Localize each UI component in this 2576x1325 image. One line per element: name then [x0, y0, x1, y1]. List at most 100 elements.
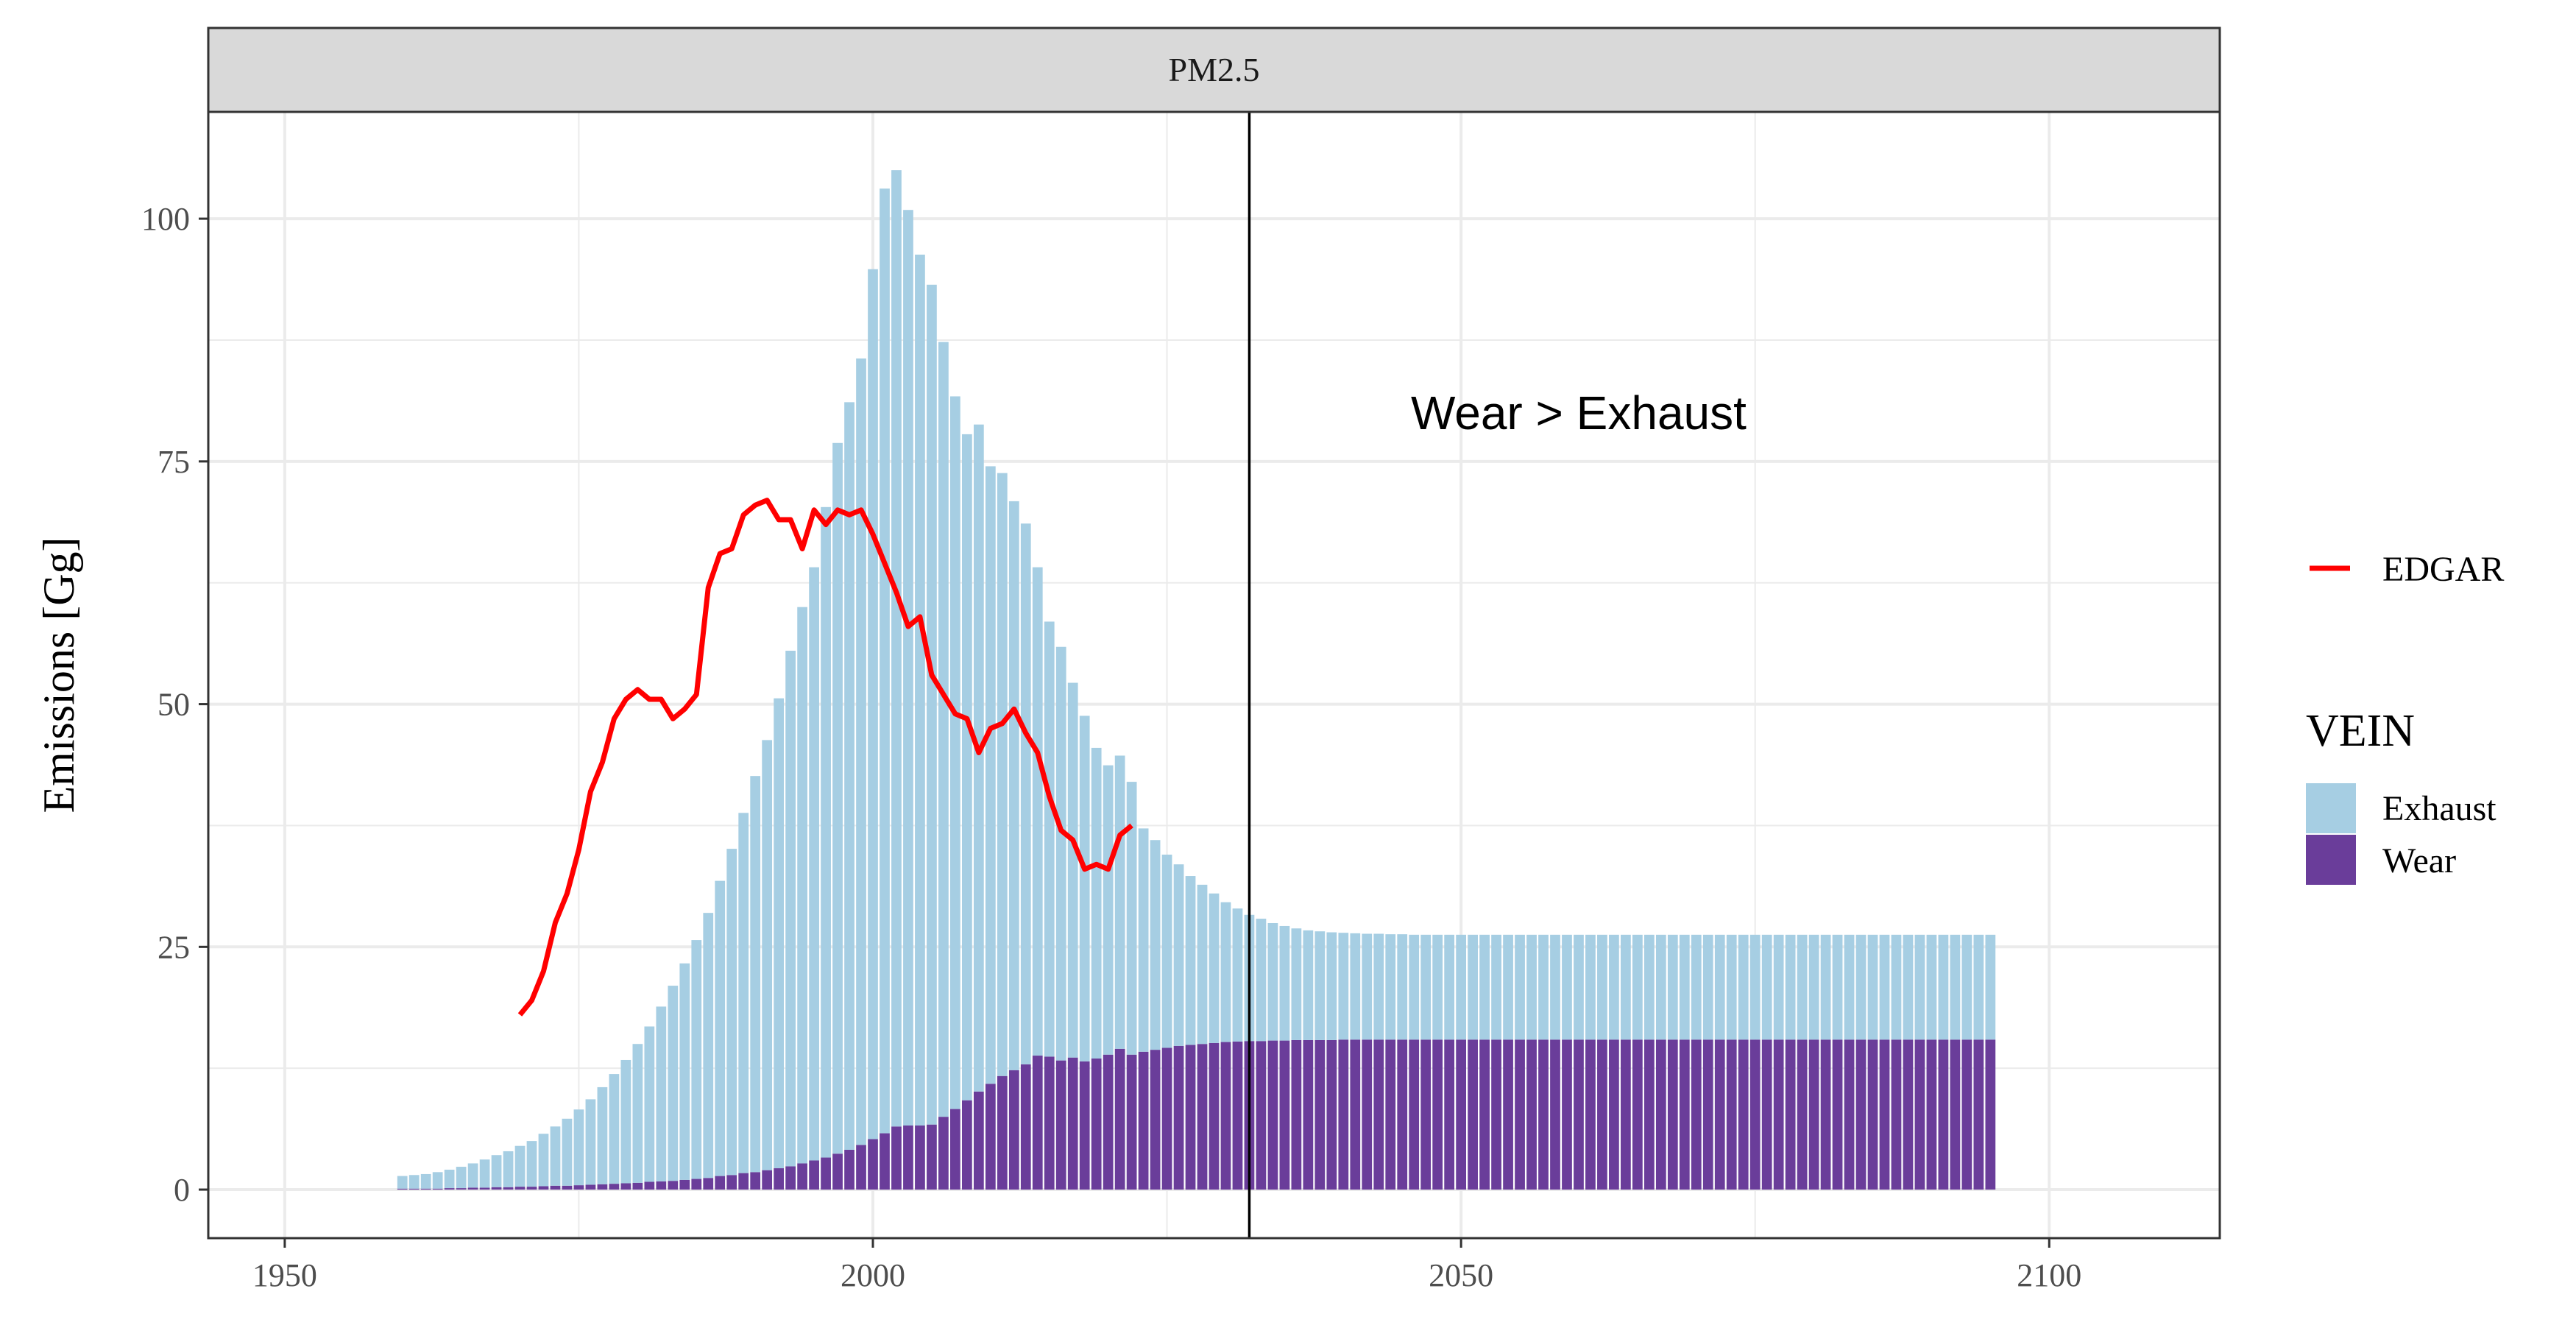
bar-exhaust [1691, 934, 1702, 1040]
bar-exhaust [868, 269, 878, 1140]
bar-exhaust [985, 466, 996, 1084]
bar-wear [408, 1188, 420, 1190]
bar-wear [432, 1188, 443, 1190]
bar-exhaust [703, 913, 714, 1179]
legend-exhaust-key [2306, 783, 2356, 833]
bar-wear [526, 1187, 537, 1190]
bar-exhaust [809, 567, 819, 1161]
bar-wear [1820, 1039, 1831, 1190]
bar-wear [397, 1188, 408, 1190]
bar-exhaust [1503, 934, 1513, 1040]
bar-wear [679, 1179, 690, 1190]
bar-exhaust [997, 473, 1008, 1076]
bar-exhaust [1903, 934, 1914, 1040]
bar-wear [668, 1181, 679, 1190]
bar-wear [809, 1160, 819, 1190]
bar-wear [1432, 1039, 1443, 1190]
bar-wear [1621, 1039, 1631, 1190]
bar-exhaust [644, 1026, 655, 1182]
bar-exhaust [526, 1141, 537, 1187]
bar-exhaust [1562, 934, 1572, 1040]
bar-exhaust [856, 358, 866, 1145]
bar-wear [1538, 1039, 1549, 1190]
bar-wear [1032, 1056, 1043, 1190]
bar-wear [585, 1184, 596, 1190]
bar-exhaust [891, 170, 902, 1127]
bar-wear [1256, 1041, 1267, 1190]
bar-wear [1232, 1041, 1243, 1190]
bar-wear [691, 1179, 702, 1190]
bar-wear [644, 1181, 655, 1190]
bar-exhaust [1985, 934, 1996, 1040]
bar-exhaust [1950, 934, 1961, 1040]
bar-exhaust [1338, 933, 1349, 1040]
bar-wear [726, 1175, 737, 1190]
bar-exhaust [1103, 765, 1114, 1055]
bar-wear [1126, 1054, 1137, 1190]
bar-wear [1643, 1039, 1655, 1190]
bar-wear [1855, 1039, 1866, 1190]
bar-exhaust [785, 651, 796, 1167]
bar-wear [715, 1176, 726, 1190]
bar-exhaust [1114, 755, 1125, 1049]
bar-exhaust [1773, 934, 1784, 1040]
bar-wear [961, 1100, 972, 1190]
bar-exhaust [1574, 934, 1584, 1040]
bar-exhaust [1032, 567, 1043, 1056]
bar-wear [573, 1185, 584, 1190]
bar-exhaust [797, 607, 807, 1164]
panel-border [207, 110, 2221, 1240]
bar-wear [1585, 1039, 1596, 1190]
bar-wear [479, 1187, 490, 1190]
bar-wear [997, 1075, 1008, 1190]
bar-exhaust [1314, 931, 1326, 1040]
bar-wear [785, 1166, 796, 1190]
bar-wear [1832, 1039, 1843, 1190]
bar-exhaust [585, 1099, 596, 1185]
bar-wear [1597, 1039, 1607, 1190]
legend-wear-label: Wear [2382, 841, 2456, 880]
stacked-bars [397, 170, 1996, 1190]
bar-wear [1679, 1039, 1690, 1190]
bar-wear [1938, 1039, 1949, 1190]
bar-exhaust [1362, 933, 1373, 1040]
bar-exhaust [1291, 928, 1302, 1040]
bar-exhaust [762, 740, 773, 1170]
bar-exhaust [550, 1126, 561, 1186]
bar-wear [1267, 1040, 1278, 1190]
bar-exhaust [503, 1151, 514, 1187]
bar-exhaust [1008, 501, 1019, 1070]
bar-wear [774, 1168, 785, 1190]
y-tick-label: 100 [141, 201, 190, 237]
bar-exhaust [1197, 884, 1208, 1045]
bar-wear [1879, 1039, 1890, 1190]
bar-exhaust [1456, 934, 1467, 1040]
bar-wear [1055, 1060, 1066, 1190]
bar-exhaust [1643, 934, 1655, 1040]
bar-exhaust [1550, 934, 1560, 1040]
bar-wear [1844, 1039, 1855, 1190]
bar-wear [903, 1126, 913, 1190]
bar-exhaust [432, 1172, 443, 1189]
bar-wear [1409, 1039, 1420, 1190]
bar-wear [1220, 1042, 1231, 1190]
bar-exhaust [1420, 934, 1432, 1040]
bar-exhaust [609, 1074, 620, 1184]
bar-exhaust [514, 1145, 526, 1187]
bar-exhaust [1220, 902, 1231, 1042]
legend-exhaust-label: Exhaust [2382, 789, 2497, 828]
bar-exhaust [597, 1086, 608, 1184]
bar-exhaust [456, 1167, 467, 1189]
bar-exhaust [1161, 855, 1172, 1048]
bar-wear [1456, 1039, 1467, 1190]
bar-exhaust [420, 1173, 431, 1189]
bar-exhaust [832, 442, 843, 1154]
bar-exhaust [1150, 840, 1161, 1050]
bar-wear [1173, 1045, 1184, 1190]
bar-wear [538, 1186, 549, 1190]
bar-exhaust [1938, 934, 1949, 1040]
bar-wear [880, 1133, 890, 1190]
facet-strip [207, 26, 2221, 113]
bar-exhaust [397, 1176, 408, 1189]
bar-wear [1797, 1039, 1808, 1190]
